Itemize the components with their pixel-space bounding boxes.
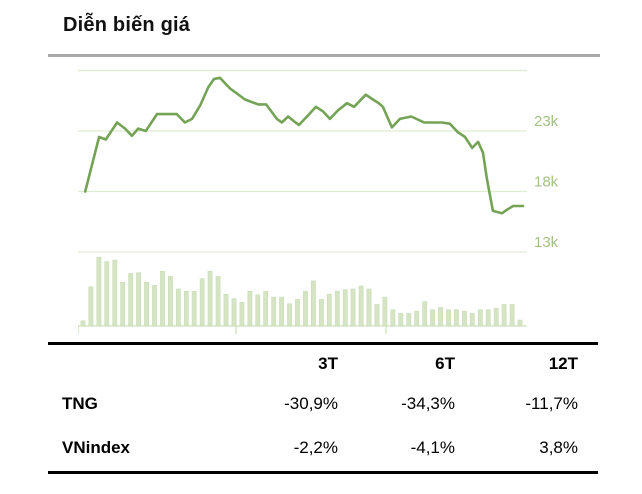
volume-bar (144, 282, 149, 327)
volume-bar (239, 302, 245, 327)
volume-bar (191, 290, 197, 327)
volume-bar (438, 307, 443, 327)
volume-bar (168, 276, 173, 327)
volume-bar (207, 270, 213, 327)
volume-bar (509, 304, 515, 327)
volume-bar (398, 313, 404, 327)
chart-canvas: 23k 18k 13k (78, 69, 559, 334)
volume-bar (263, 290, 269, 327)
title-divider (48, 54, 600, 57)
volume-bar (311, 280, 316, 327)
col-header-12t: 12T (548, 353, 578, 373)
vnindex-12t-value: 3,8% (539, 438, 578, 457)
volume-bar (279, 296, 284, 327)
volume-bar (382, 296, 388, 327)
volume-bar (461, 310, 467, 327)
y-axis-label: 13k (534, 234, 559, 251)
volume-bar (366, 288, 372, 327)
volume-bar (334, 290, 340, 327)
volume-bar (96, 256, 102, 327)
performance-table: 3T 6T 12T TNG -30,9% -34,3% -11,7% VNind… (48, 342, 598, 474)
row-label-vnindex: VNindex (62, 438, 131, 457)
volume-bar (271, 296, 277, 327)
col-header-3t: 3T (318, 353, 338, 373)
volume-bar (477, 309, 483, 327)
volume-bar (430, 309, 435, 327)
tng-3t-value: -30,9% (284, 393, 338, 413)
volume-bar (255, 294, 261, 327)
section-title: Diễn biến giá (63, 14, 191, 36)
volume-bar (342, 289, 348, 327)
tng-6t-value: -34,3% (401, 393, 455, 413)
volume-bar (152, 285, 157, 327)
volume-bar (469, 313, 475, 327)
volume-bar (517, 319, 523, 327)
volume-bar (303, 290, 308, 327)
volume-bar (422, 301, 428, 327)
y-axis-label: 18k (534, 174, 559, 191)
row-label-tng: TNG (62, 393, 98, 413)
volume-bar (104, 261, 110, 327)
volume-bar (485, 309, 491, 327)
y-axis-label: 23k (534, 113, 559, 130)
volume-bar (358, 285, 364, 327)
volume-bar (175, 288, 181, 327)
volume-bar (453, 309, 459, 327)
volume-bar (183, 290, 189, 327)
vnindex-3t-value: -2,2% (293, 438, 338, 457)
volume-bar (128, 273, 134, 327)
col-header-6t: 6T (435, 353, 455, 373)
volume-bar (326, 293, 332, 327)
volume-bar (223, 293, 229, 327)
volume-bar (319, 299, 324, 327)
table-row-tng: TNG -30,9% -34,3% -11,7% (48, 382, 598, 425)
volume-bar (231, 298, 237, 327)
volume-bar (247, 290, 253, 327)
volume-bar (136, 272, 141, 327)
volume-bar (112, 259, 118, 327)
volume-bar (160, 270, 165, 327)
price-line (83, 76, 525, 215)
table-row-vnindex: VNindex -2,2% -4,1% 3,8% (48, 425, 598, 471)
tng-12t-value: -11,7% (525, 393, 578, 413)
volume-bar (295, 299, 300, 327)
volume-bar (350, 288, 356, 327)
volume-bar (446, 309, 451, 327)
volume-bar (414, 310, 420, 327)
volume-bar (215, 276, 221, 327)
volume-bar (374, 304, 380, 327)
volume-bar (88, 286, 94, 327)
price-volume-chart: 23k 18k 13k (78, 64, 568, 340)
volume-bar (501, 304, 507, 327)
volume-bar (80, 320, 86, 327)
volume-bar (120, 282, 126, 327)
volume-bar (493, 307, 499, 327)
volume-bar (406, 313, 412, 327)
vnindex-6t-value: -4,1% (410, 438, 455, 457)
table-header-row: 3T 6T 12T (48, 345, 598, 382)
volume-bar (390, 309, 396, 327)
volume-bar (199, 278, 205, 327)
volume-bar (287, 303, 292, 327)
